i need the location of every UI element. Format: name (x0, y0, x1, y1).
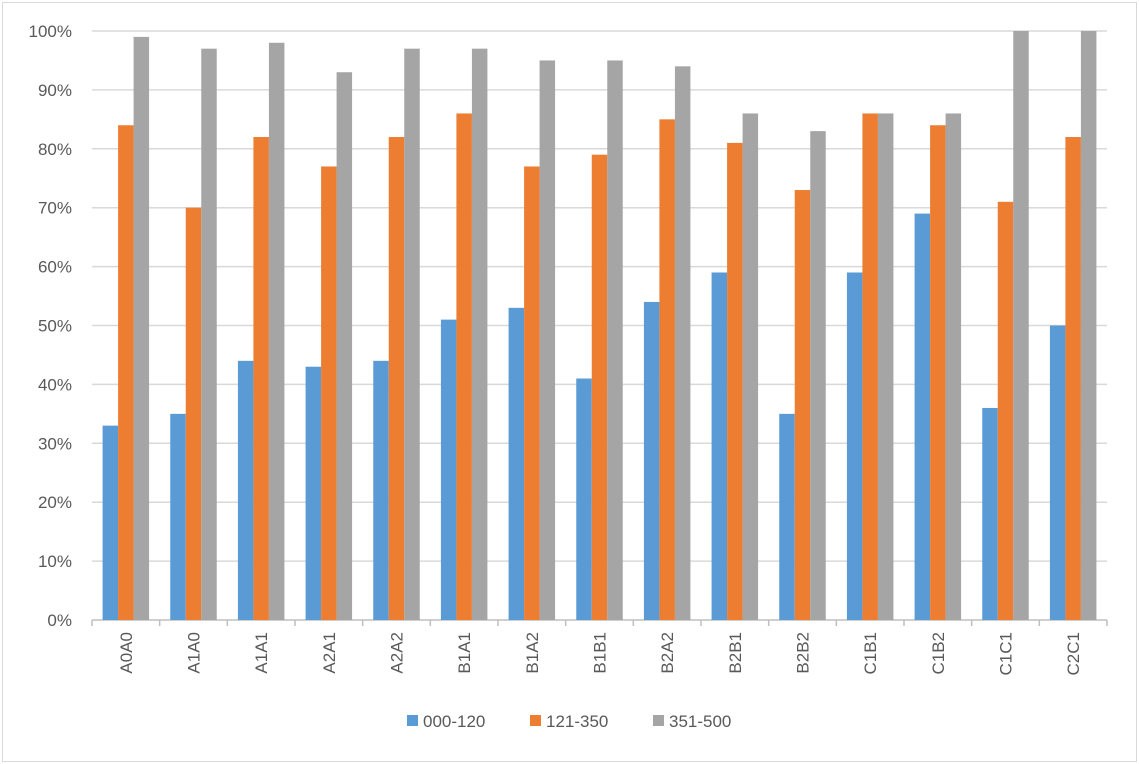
bar-000-120-A2A1 (305, 366, 322, 620)
bar-121-350-B1A1 (456, 113, 472, 621)
bar-351-500-C2C1 (1080, 31, 1097, 620)
y-tick-label: 80% (38, 140, 72, 159)
legend-swatch-351-500 (653, 715, 664, 726)
bar-000-120-B2B1 (711, 272, 728, 620)
bar-121-350-B2B1 (727, 142, 743, 620)
legend-label: 351-500 (669, 712, 731, 731)
x-tick-label: A1A0 (185, 632, 204, 674)
bar-000-120-B2B2 (779, 413, 795, 620)
bar-351-500-A1A0 (201, 48, 217, 621)
bar-000-120-C1B1 (846, 272, 863, 620)
bar-121-350-B2B2 (794, 190, 811, 620)
bar-121-350-A1A1 (253, 137, 269, 620)
x-tick-label: A0A0 (117, 632, 136, 674)
bar-000-120-C1C1 (982, 407, 998, 620)
x-tick-label: B2A2 (658, 632, 677, 674)
bar-121-350-A0A0 (118, 125, 134, 621)
bar-000-120-B1B1 (576, 378, 592, 620)
bar-121-350-B2A2 (659, 119, 675, 620)
bar-121-350-C2C1 (1065, 137, 1081, 620)
y-tick-label: 70% (38, 199, 72, 218)
bar-121-350-B1B1 (591, 154, 608, 620)
bar-351-500-B2A2 (674, 66, 691, 621)
x-tick-label: A2A2 (388, 632, 407, 674)
bar-121-350-A2A1 (321, 166, 337, 620)
y-tick-label: 100% (29, 22, 72, 41)
x-tick-label: A2A1 (320, 632, 339, 674)
bar-121-350-B1A2 (524, 166, 540, 620)
legend-swatch-121-350 (530, 715, 541, 726)
bar-000-120-C2C1 (1049, 325, 1066, 620)
bar-000-120-C1B2 (914, 213, 931, 620)
x-tick-label: C1B2 (929, 632, 948, 675)
bar-351-500-B2B1 (742, 113, 759, 621)
y-tick-label: 40% (38, 375, 72, 394)
x-tick-label: B1A2 (523, 632, 542, 674)
bar-000-120-A2A2 (373, 360, 389, 620)
bar-121-350-A1A0 (185, 207, 202, 620)
legend-swatch-000-120 (407, 715, 418, 726)
bar-351-500-C1B1 (877, 113, 894, 621)
x-tick-label: B2B1 (726, 632, 745, 674)
x-tick-label: C1B1 (861, 632, 880, 675)
x-tick-label: B2B2 (794, 632, 813, 674)
bar-121-350-C1B1 (862, 113, 878, 621)
y-tick-label: 50% (38, 317, 72, 336)
x-tick-label: A1A1 (252, 632, 271, 674)
bar-351-500-B1B1 (607, 60, 623, 620)
y-tick-label: 0% (47, 611, 72, 630)
bar-121-350-A2A2 (388, 137, 405, 620)
bar-351-500-A1A1 (268, 42, 285, 620)
bar-000-120-B2A2 (643, 301, 660, 620)
legend-label: 000-120 (423, 712, 485, 731)
y-tick-label: 90% (38, 81, 72, 100)
y-tick-label: 20% (38, 493, 72, 512)
bar-351-500-B1A1 (471, 48, 488, 621)
bar-000-120-A0A0 (102, 425, 119, 620)
bar-351-500-B1A2 (539, 60, 556, 620)
bar-121-350-C1B2 (930, 125, 946, 621)
bar-351-500-B2B2 (810, 131, 826, 620)
bar-000-120-B1A2 (508, 307, 525, 620)
y-tick-label: 30% (38, 434, 72, 453)
x-tick-label: B1B1 (591, 632, 610, 674)
x-tick-label: C2C1 (1064, 632, 1083, 675)
bar-351-500-A2A2 (404, 48, 420, 621)
bar-000-120-A1A0 (170, 413, 186, 620)
x-tick-label: C1C1 (997, 632, 1016, 675)
y-tick-label: 60% (38, 258, 72, 277)
bar-351-500-A2A1 (336, 72, 353, 621)
bar-121-350-C1C1 (997, 201, 1014, 620)
bar-351-500-C1C1 (1013, 31, 1029, 620)
y-tick-label: 10% (38, 552, 72, 571)
x-tick-label: B1A1 (455, 632, 474, 674)
bar-000-120-A1A1 (237, 360, 254, 620)
bar-351-500-A0A0 (133, 36, 150, 620)
bar-351-500-C1B2 (945, 113, 962, 621)
legend-label: 121-350 (546, 712, 608, 731)
bar-000-120-B1A1 (440, 319, 457, 620)
